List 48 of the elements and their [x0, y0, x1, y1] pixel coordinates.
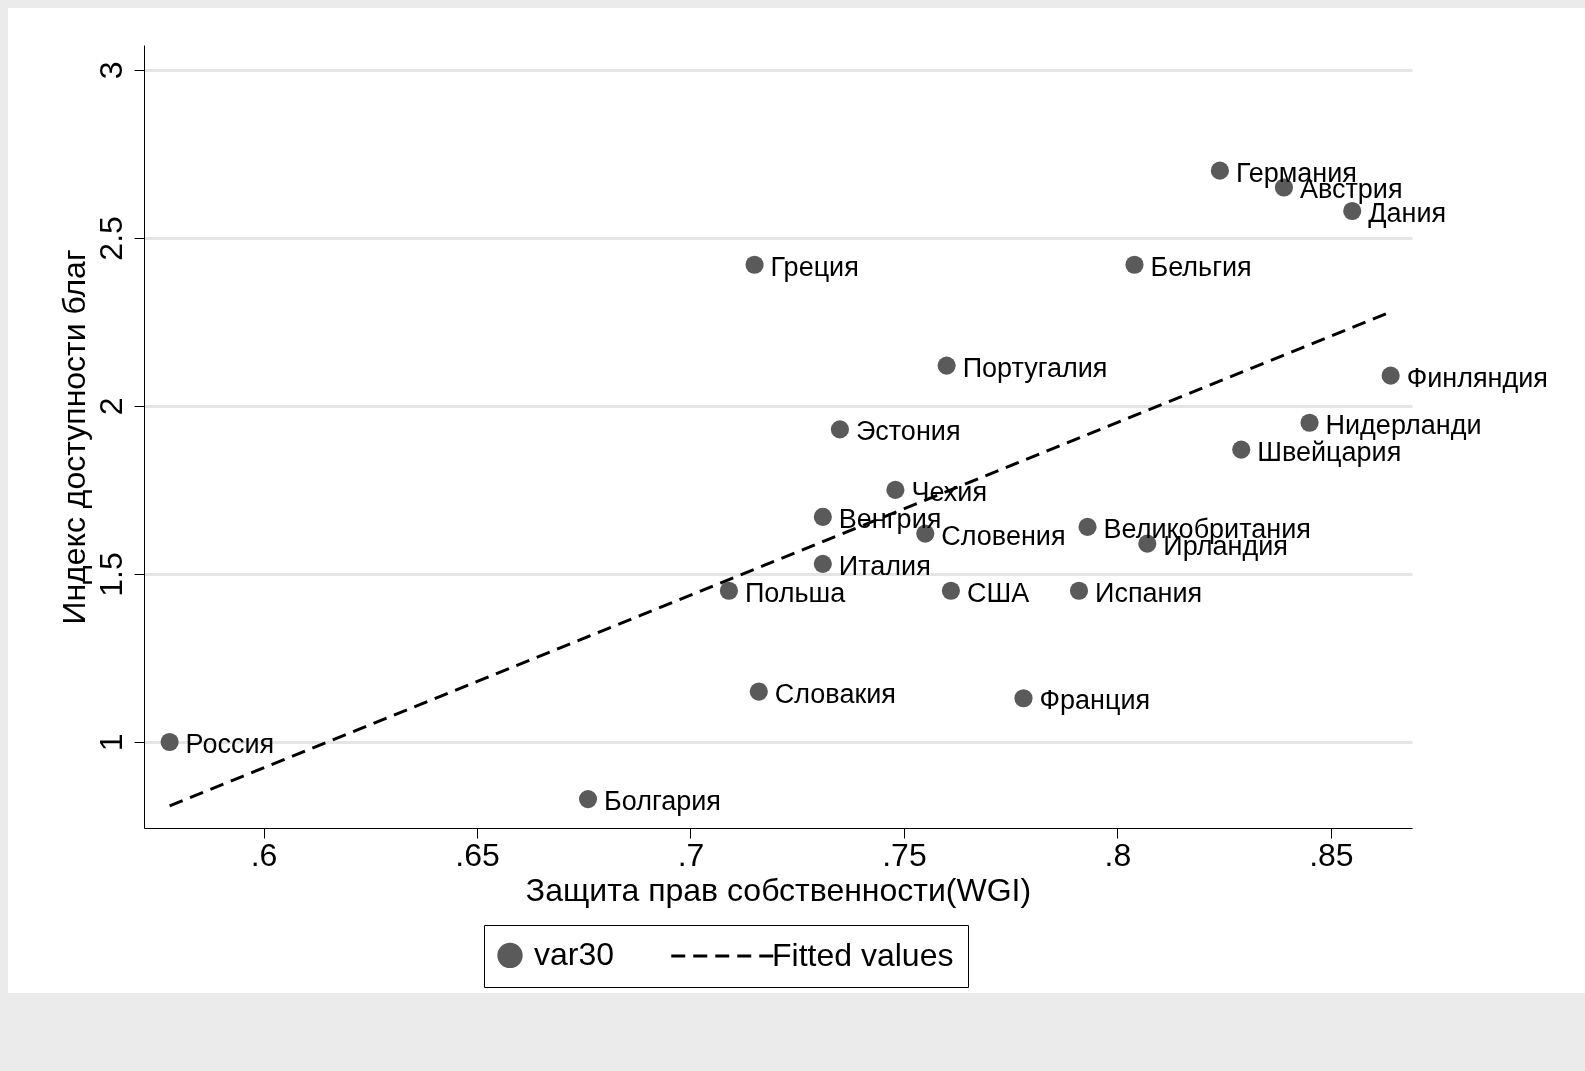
point [1014, 689, 1033, 708]
annotation: Дания [1368, 198, 1447, 229]
legend-label: Fitted values [772, 937, 954, 973]
point [1125, 255, 1144, 274]
y-axis-title: Индекс доступности благ [55, 249, 92, 625]
point [941, 581, 960, 600]
annotation: Болгария [604, 786, 721, 817]
x-axis-title: Защита прав собственности(WGI) [525, 871, 1032, 908]
x-tick-label: .6 [250, 836, 278, 873]
annotation: Словакия [774, 678, 896, 709]
annotation: Россия [185, 728, 275, 759]
legend-label: var30 [534, 936, 615, 973]
y-tick-label: 1.5 [92, 552, 129, 597]
point [813, 554, 832, 573]
y-tick-label: 1 [92, 733, 129, 752]
annotation: Франция [1039, 685, 1151, 716]
point [578, 790, 598, 809]
annotation: Греция [770, 251, 859, 282]
point [830, 420, 849, 439]
point [160, 732, 179, 752]
annotation: Португалия [962, 352, 1108, 383]
point [749, 682, 768, 701]
annotation: Эстония [855, 416, 961, 447]
annotation: Словения [941, 520, 1066, 551]
annotation: Финляндия [1406, 362, 1548, 393]
point [886, 480, 905, 499]
point [1300, 413, 1319, 432]
annotation: Нидерланди [1325, 409, 1482, 440]
point [1381, 366, 1400, 385]
x-tick-label: .85 [1309, 836, 1354, 873]
annotation: США [966, 577, 1030, 608]
point [745, 255, 764, 274]
point [1069, 581, 1089, 600]
annotation: Бельгия [1150, 251, 1252, 282]
x-tick-label: .7 [677, 836, 705, 873]
point [813, 507, 832, 526]
x-tick-label: .65 [455, 836, 500, 873]
annotation: Испания [1094, 577, 1203, 608]
point [937, 356, 956, 375]
x-tick-label: .75 [882, 836, 927, 873]
point [719, 581, 738, 600]
point [1078, 517, 1097, 536]
y-tick-label: 3 [92, 61, 129, 80]
y-tick-label: 2 [92, 397, 129, 416]
point [1210, 161, 1229, 180]
point [1232, 440, 1251, 459]
y-tick-label: 2.5 [92, 216, 129, 261]
x-tick-label: .8 [1104, 836, 1132, 873]
